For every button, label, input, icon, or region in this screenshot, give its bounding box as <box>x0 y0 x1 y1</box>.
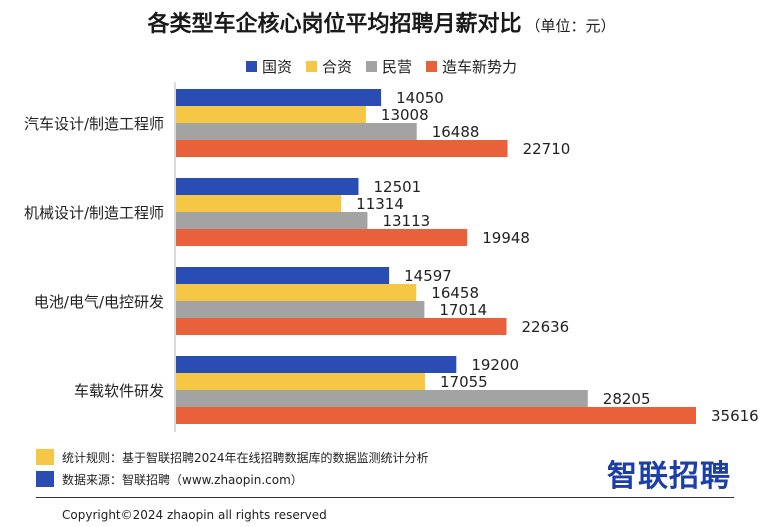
bar <box>176 140 508 157</box>
category-label: 车载软件研发 <box>74 382 164 400</box>
data-label: 16488 <box>432 123 480 141</box>
bar <box>176 212 368 229</box>
bar <box>176 267 390 284</box>
bar <box>176 301 425 318</box>
note-rule-text: 统计规则：基于智联招聘2024年在线招聘数据库的数据监测统计分析 <box>62 450 429 465</box>
data-label: 13113 <box>382 212 430 230</box>
data-label: 16458 <box>431 284 479 302</box>
data-label: 17055 <box>440 373 488 391</box>
chart-subtitle: （单位：元） <box>525 17 616 35</box>
legend-label: 造车新势力 <box>442 58 518 76</box>
legend-label: 民营 <box>382 58 413 76</box>
bar <box>176 390 588 407</box>
legend-label: 合资 <box>321 58 352 76</box>
category-label: 汽车设计/制造工程师 <box>24 115 164 133</box>
data-label: 22710 <box>523 140 571 158</box>
category-label: 电池/电气/电控研发 <box>34 293 164 311</box>
bar <box>176 195 342 212</box>
footer-notes: 统计规则：基于智联招聘2024年在线招聘数据库的数据监测统计分析 数据来源：智联… <box>36 446 736 490</box>
bar <box>176 89 382 106</box>
legend-label: 国资 <box>261 58 292 76</box>
category-label: 机械设计/制造工程师 <box>24 204 164 222</box>
data-label: 17014 <box>439 301 487 319</box>
data-label: 22636 <box>521 318 569 336</box>
bar <box>176 356 457 373</box>
bar <box>176 229 468 246</box>
copyright-text: Copyright©2024 zhaopin all rights reserv… <box>62 508 327 522</box>
bar <box>176 318 507 335</box>
data-label: 14050 <box>396 89 444 107</box>
data-label: 28205 <box>603 390 651 408</box>
note-source: 数据来源：智联招聘（www.zhaopin.com） <box>36 468 736 490</box>
data-label: 19200 <box>471 356 519 374</box>
brand-logo: 智联招聘 <box>607 459 731 494</box>
note-swatch-blue <box>36 471 54 487</box>
bar <box>176 106 366 123</box>
chart-title: 各类型车企核心岗位平均招聘月薪对比 <box>147 12 522 37</box>
data-label: 35616 <box>711 407 759 425</box>
note-rule: 统计规则：基于智联招聘2024年在线招聘数据库的数据监测统计分析 <box>36 446 736 468</box>
legend-swatch <box>366 61 377 72</box>
legend: 国资 合资 民营 造车新势力 <box>0 56 763 77</box>
note-swatch-yellow <box>36 449 54 465</box>
bar <box>176 123 417 140</box>
bar <box>176 284 417 301</box>
data-label: 14597 <box>404 267 452 285</box>
data-label: 11314 <box>356 195 404 213</box>
data-label: 13008 <box>381 106 429 124</box>
legend-item-minying: 民营 <box>366 56 412 77</box>
bar <box>176 178 359 195</box>
note-source-text: 数据来源：智联招聘（www.zhaopin.com） <box>62 472 303 487</box>
data-label: 19948 <box>482 229 530 247</box>
bar <box>176 373 426 390</box>
legend-item-xinshili: 造车新势力 <box>426 56 517 77</box>
data-label: 12501 <box>374 178 422 196</box>
legend-swatch <box>245 61 257 72</box>
footer-divider <box>36 497 734 498</box>
legend-item-hezi: 合资 <box>305 56 352 77</box>
legend-swatch <box>305 61 317 72</box>
legend-item-guozi: 国资 <box>245 56 292 77</box>
title-row: 各类型车企核心岗位平均招聘月薪对比 （单位：元） <box>0 6 763 38</box>
legend-swatch <box>426 61 438 72</box>
bar <box>176 407 696 424</box>
